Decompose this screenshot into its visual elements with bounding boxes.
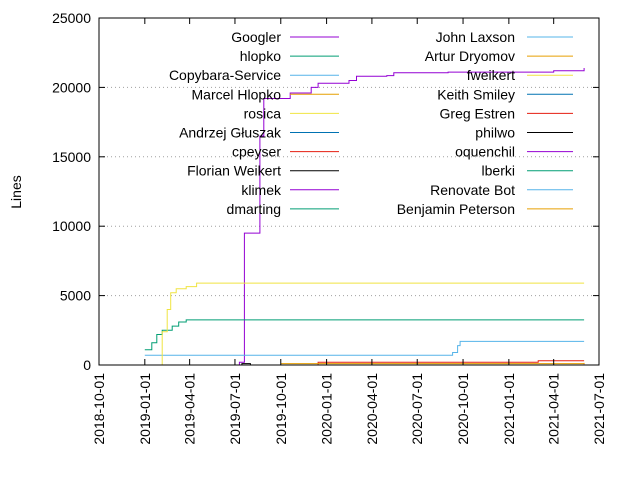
series-line-2 [144, 340, 585, 356]
legend-label: Andrzej Głuszak [179, 125, 282, 141]
legend-label: Renovate Bot [430, 182, 515, 198]
legend-label: rosica [244, 105, 282, 121]
x-tick-label: 2019-04-01 [182, 373, 198, 445]
series-line-6 [265, 360, 585, 366]
y-tick-label: 5000 [60, 288, 91, 304]
legend-label: lberki [482, 163, 515, 179]
x-tick-label: 2021-04-01 [546, 373, 562, 445]
x-tick-label: 2020-04-01 [364, 373, 380, 445]
y-tick-label: 10000 [52, 218, 91, 234]
legend-label: Marcel Hlopko [192, 86, 282, 102]
legend-label: Greg Estren [440, 105, 515, 121]
y-tick-label: 15000 [52, 149, 91, 165]
x-tick-label: 2018-10-01 [91, 373, 107, 445]
y-tick-label: 0 [83, 357, 91, 373]
legend-label: Artur Dryomov [425, 48, 515, 64]
legend-label: Keith Smiley [437, 86, 515, 102]
legend-label: Googler [231, 29, 281, 45]
y-tick-label: 20000 [52, 79, 91, 95]
x-tick-label: 2020-07-01 [409, 373, 425, 445]
legend-label: dmarting [227, 201, 281, 217]
legend-label: Benjamin Peterson [397, 201, 515, 217]
legend-label: John Laxson [436, 29, 515, 45]
legend-label: Copybara-Service [169, 67, 281, 83]
x-tick-label: 2019-01-01 [137, 373, 153, 445]
x-tick-label: 2020-10-01 [455, 373, 471, 445]
grid-layer [99, 86, 599, 297]
series-layer [144, 68, 585, 366]
y-tick-label: 25000 [52, 10, 91, 26]
legend-label: fweikert [467, 67, 515, 83]
legend-label: philwo [475, 125, 515, 141]
series-line-0 [146, 68, 585, 366]
series-line-4 [151, 282, 585, 366]
y-axis-title: Lines [8, 175, 24, 208]
legend-label: cpeyser [232, 144, 281, 160]
ticks-layer: 0 5000 10000 15000 20000 25000 2018-10-01 2019-… [52, 10, 607, 445]
legend-label: oquenchil [455, 144, 515, 160]
x-tick-label: 2021-01-01 [501, 373, 517, 445]
legend: Googler hlopko Copybara-Service Marcel Hlop… [169, 29, 573, 217]
x-tick-label: 2020-01-01 [319, 373, 335, 445]
series-line-1 [144, 319, 585, 351]
x-tick-label: 2019-07-01 [227, 373, 243, 445]
legend-label: Florian Weikert [187, 163, 281, 179]
plot-frame [98, 17, 600, 366]
legend-label: hlopko [240, 48, 281, 64]
x-tick-label: 2021-07-01 [591, 373, 607, 445]
legend-label: klimek [241, 182, 282, 198]
series-line-11 [280, 362, 585, 365]
x-tick-label: 2019-10-01 [273, 373, 289, 445]
